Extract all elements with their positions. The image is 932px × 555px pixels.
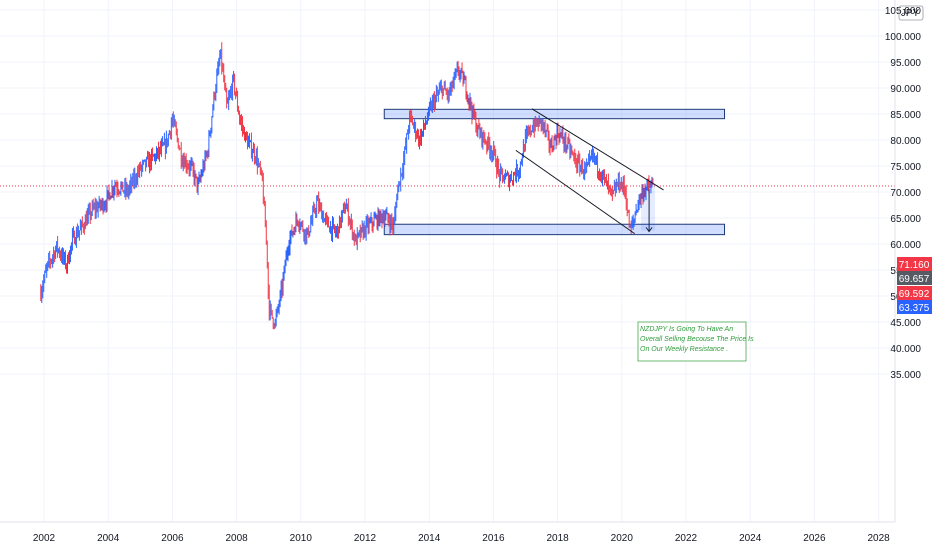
resistance-zone (383, 108, 726, 120)
price-tag (897, 300, 932, 314)
price-tick-label: 65.000 (890, 214, 921, 225)
note-box (637, 321, 747, 362)
target-arrowhead (645, 227, 653, 233)
price-tick-label: 70.000 (890, 188, 921, 199)
price-tick-label: 60.000 (890, 240, 921, 251)
note-text: NZDJPY Is Going To Have An (640, 326, 733, 333)
year-tick-label: 2018 (546, 533, 569, 544)
price-tag (897, 257, 932, 271)
drawings (0, 108, 895, 235)
price-tick-label: 105.000 (885, 6, 922, 17)
year-tick-label: 2004 (97, 533, 120, 544)
year-tick-label: 2014 (418, 533, 441, 544)
price-tick-label: 75.000 (890, 162, 921, 173)
annotation-box: NZDJPY Is Going To Have An Overall Sellin… (637, 321, 754, 362)
year-tick-label: 2020 (611, 533, 634, 544)
candles (40, 42, 654, 330)
year-tick-label: 2024 (739, 533, 762, 544)
zones (383, 108, 726, 236)
price-tick-label: 85.000 (890, 110, 921, 121)
price-tag (897, 286, 932, 300)
year-tick-label: 2022 (675, 533, 698, 544)
year-tick-label: 2016 (482, 533, 505, 544)
price-tag-label: 63.375 (899, 303, 930, 314)
axes: 35.00040.00045.00050.00055.00060.00065.0… (0, 0, 924, 544)
measure-box (641, 184, 656, 231)
price-labels: 71.160 69.657 69.592 63.375 (897, 257, 932, 314)
support-zone (383, 223, 726, 236)
year-tick-label: 2012 (354, 533, 377, 544)
channel-lower-line (515, 149, 635, 235)
year-tick-label: 2008 (225, 533, 248, 544)
price-tick-label: 95.000 (890, 58, 921, 69)
channel-upper-line (531, 108, 664, 191)
year-tick-label: 2028 (867, 533, 890, 544)
note-text: Overall Selling Becouse The Price Is (640, 336, 754, 343)
price-tag-label: 71.160 (899, 260, 930, 271)
year-tick-label: 2002 (33, 533, 56, 544)
currency-box (898, 5, 924, 21)
year-tick-label: 2026 (803, 533, 826, 544)
price-tick-label: 35.000 (890, 370, 921, 381)
price-tick-label: 90.000 (890, 84, 921, 95)
price-tick-label: 45.000 (890, 318, 921, 329)
year-tick-label: 2010 (290, 533, 313, 544)
price-tag-label: 69.657 (899, 274, 930, 285)
price-tag (897, 271, 932, 285)
price-tick-label: 80.000 (890, 136, 921, 147)
year-tick-label: 2006 (161, 533, 184, 544)
note-text: On Our Weekly Resistance . (640, 346, 728, 353)
price-tick-label: 100.000 (885, 32, 922, 43)
price-tick-label: 40.000 (890, 344, 921, 355)
grid-lines (0, 0, 895, 522)
currency-label: JPY (901, 8, 920, 19)
price-tag-label: 69.592 (899, 289, 930, 300)
